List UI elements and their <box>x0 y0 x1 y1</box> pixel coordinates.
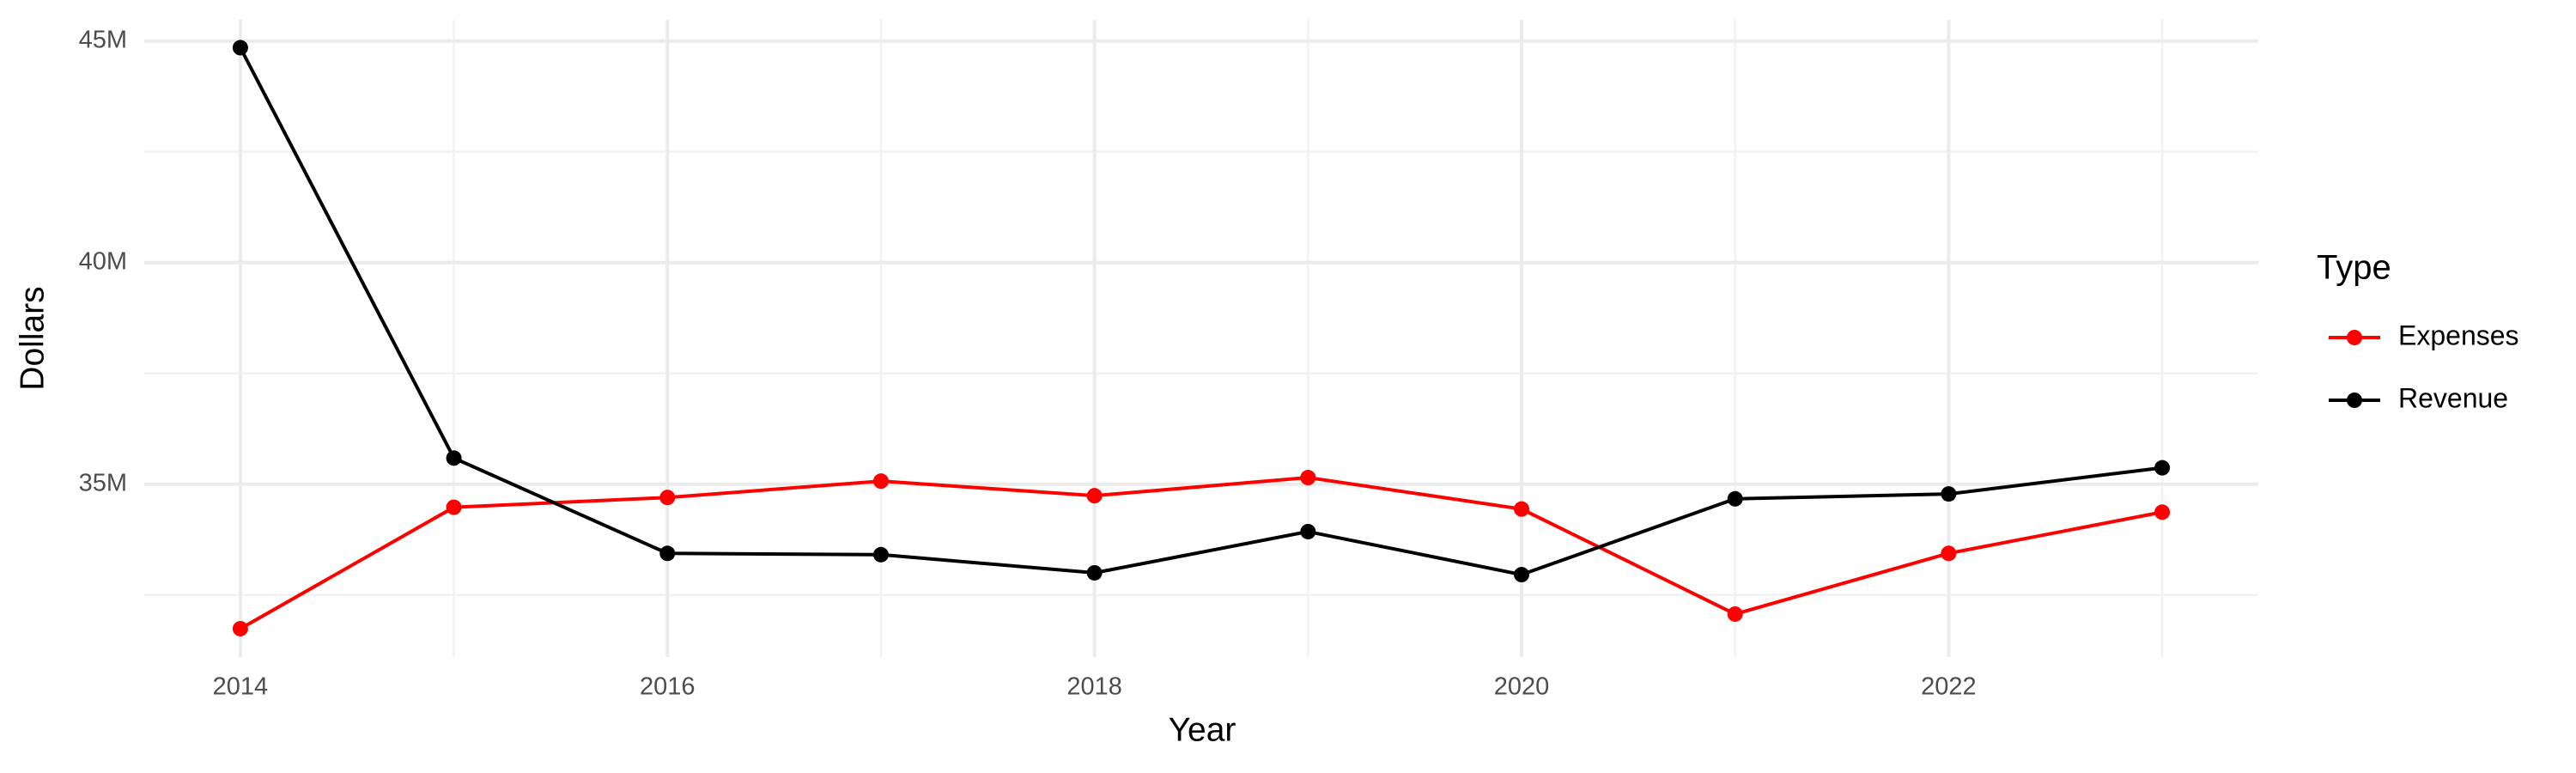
grid <box>144 20 2258 657</box>
x-tick-label: 2020 <box>1494 673 1550 701</box>
point <box>659 545 676 562</box>
x-tick-label: 2022 <box>1921 673 1977 701</box>
point <box>1727 606 1743 622</box>
point <box>446 450 462 466</box>
x-tick-label: 2016 <box>640 673 696 701</box>
legend-point <box>2347 393 2362 408</box>
x-tick-label: 2014 <box>213 673 269 701</box>
point <box>1300 470 1316 486</box>
legend-label: Revenue <box>2398 382 2508 413</box>
series-line <box>239 476 2163 630</box>
point <box>1514 501 1530 517</box>
point <box>1086 564 1103 581</box>
legend-label: Expenses <box>2398 320 2519 350</box>
point <box>2154 460 2171 476</box>
point <box>446 499 462 515</box>
point <box>1941 545 1957 562</box>
y-axis-title: Dollars <box>14 286 51 390</box>
point <box>232 620 248 636</box>
point <box>872 473 889 490</box>
series-line <box>239 46 2163 577</box>
point <box>1514 567 1530 583</box>
x-axis-title: Year <box>1169 711 1236 748</box>
x-tick-label: 2018 <box>1066 673 1122 701</box>
point <box>1727 490 1743 507</box>
point <box>872 546 889 563</box>
y-tick-label: 45M <box>79 26 127 53</box>
legend-point <box>2347 330 2362 345</box>
point <box>2154 504 2171 520</box>
point <box>1300 523 1316 539</box>
y-tick-label: 35M <box>79 469 127 496</box>
y-tick-label: 40M <box>79 247 127 275</box>
point <box>1086 488 1103 504</box>
point <box>659 490 676 506</box>
legend-title: Type <box>2317 249 2391 287</box>
point <box>1941 486 1957 502</box>
plot-area <box>232 40 2171 636</box>
point <box>232 40 248 56</box>
